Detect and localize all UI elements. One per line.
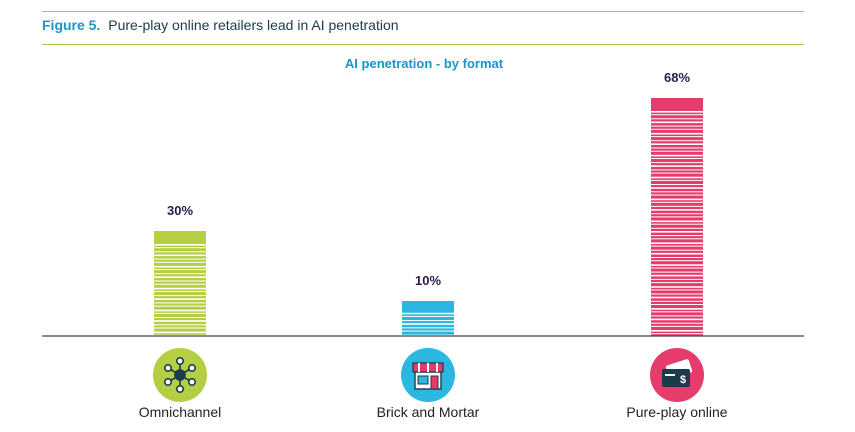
- bar-brick-and-mortar: [402, 301, 454, 337]
- value-label: 68%: [664, 70, 690, 85]
- figure-title: Figure 5. Pure-play online retailers lea…: [42, 17, 399, 33]
- network-hub-icon: [153, 348, 207, 402]
- figure-title-text: Pure-play online retailers lead in AI pe…: [108, 17, 399, 33]
- category-label: Pure-play online: [626, 404, 728, 420]
- bar-pure-play-online: [651, 98, 703, 336]
- category-label: Omnichannel: [138, 404, 222, 420]
- value-label: 30%: [167, 203, 193, 218]
- credit-card-icon: $: [650, 348, 704, 402]
- top-rule: [42, 11, 804, 12]
- category-label: Brick and Mortar: [376, 404, 480, 420]
- figure-number: Figure 5.: [42, 17, 101, 33]
- title-rule: [42, 44, 804, 45]
- chart-title: AI penetration - by format: [345, 56, 504, 71]
- svg-text:$: $: [680, 374, 686, 386]
- value-label: 10%: [415, 273, 441, 288]
- bar-omnichannel: [154, 231, 206, 336]
- storefront-icon: [401, 348, 455, 402]
